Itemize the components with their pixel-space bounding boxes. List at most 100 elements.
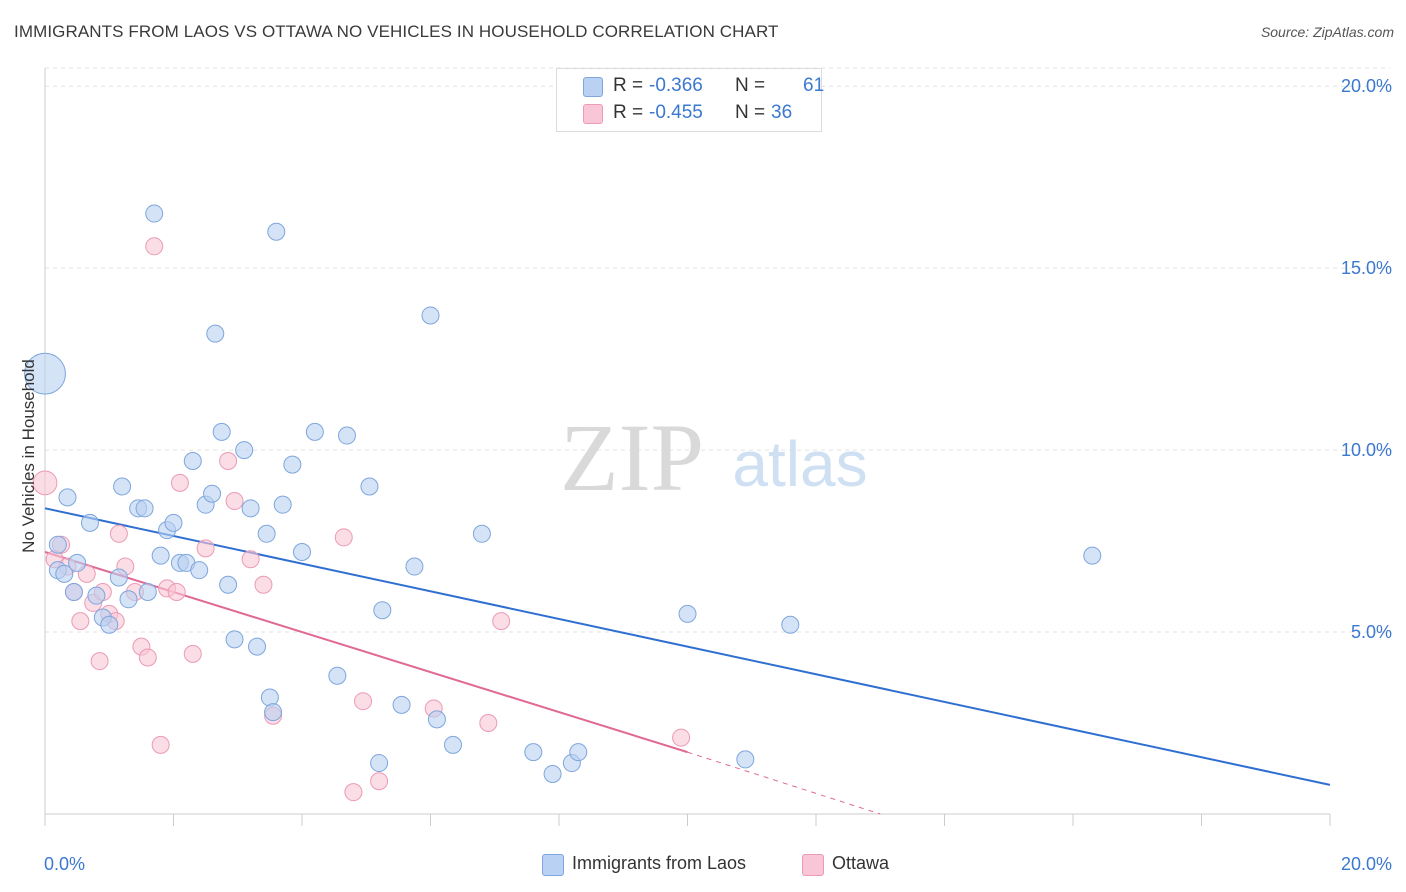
laos-point <box>373 601 392 620</box>
laos-point <box>24 352 66 395</box>
legend-n-label: N = <box>735 75 766 96</box>
ottawa-point <box>492 612 511 631</box>
ottawa-point <box>344 783 363 802</box>
laos-point <box>206 324 225 343</box>
legend-swatch-laos <box>583 77 603 97</box>
bottom-legend-swatch-ottawa <box>802 854 824 876</box>
laos-point <box>135 499 154 518</box>
laos-point <box>55 564 74 583</box>
watermark-zip: ZIP <box>560 404 704 511</box>
ottawa-point <box>225 492 244 511</box>
ottawa-point <box>254 575 273 594</box>
laos-point <box>678 604 697 623</box>
laos-point <box>1083 546 1102 565</box>
laos-point <box>736 750 755 769</box>
laos-point <box>360 477 379 496</box>
ottawa-point <box>241 550 260 569</box>
watermark: ZIP atlas <box>560 404 868 511</box>
ottawa-point <box>90 652 109 671</box>
laos-point <box>183 452 202 471</box>
laos-point <box>68 553 87 572</box>
ottawa-point <box>151 735 170 754</box>
laos-point <box>267 222 286 241</box>
ottawa-point <box>145 237 164 256</box>
ottawa-point <box>183 644 202 663</box>
legend-swatch-ottawa <box>583 104 603 124</box>
y-tick-label: 15.0% <box>1341 258 1392 278</box>
laos-point <box>100 615 119 634</box>
laos-point <box>781 615 800 634</box>
laos-point <box>145 204 164 223</box>
x-tick-label: 20.0% <box>1341 854 1392 874</box>
laos-point <box>138 583 157 602</box>
laos-point <box>48 535 67 554</box>
laos-point <box>248 637 267 656</box>
ottawa-point <box>167 583 186 602</box>
laos-point <box>151 546 170 565</box>
laos-point <box>293 542 311 561</box>
laos-point <box>241 499 260 518</box>
ottawa-trend-extension <box>687 751 881 815</box>
data-points <box>24 204 1102 802</box>
laos-point <box>119 590 138 609</box>
laos-trend-line <box>44 507 1331 786</box>
x-tick-label: 0.0% <box>44 854 85 874</box>
y-tick-label: 20.0% <box>1341 76 1392 96</box>
ottawa-point <box>170 473 189 492</box>
laos-point <box>212 422 231 441</box>
laos-point <box>87 586 106 605</box>
laos-point <box>203 484 222 503</box>
tick-labels: 5.0% 10.0% 15.0% 20.0% 0.0% 20.0% <box>44 76 1392 874</box>
axes <box>44 68 1331 826</box>
legend-r-value: -0.366 <box>649 75 703 96</box>
laos-point <box>225 630 244 649</box>
laos-point <box>305 422 324 441</box>
laos-point <box>524 743 543 762</box>
laos-point <box>64 583 83 602</box>
laos-point <box>235 441 254 460</box>
y-tick-label: 5.0% <box>1351 622 1392 642</box>
legend-r-label: R = <box>613 75 644 96</box>
ottawa-point <box>138 648 157 667</box>
ottawa-point <box>334 528 353 547</box>
bottom-legend-swatch-laos <box>542 854 564 876</box>
legend-n-value: 61 <box>803 75 825 96</box>
trend-lines <box>44 507 1331 815</box>
laos-point <box>260 688 279 707</box>
ottawa-point <box>32 470 58 496</box>
laos-point <box>257 524 276 543</box>
laos-point <box>443 735 462 754</box>
laos-point <box>190 561 209 580</box>
legend-r-label: R = <box>613 102 644 123</box>
bottom-legend-label-laos: Immigrants from Laos <box>572 853 747 873</box>
ottawa-point <box>219 452 238 471</box>
laos-point <box>113 477 132 496</box>
ottawa-point <box>71 612 90 631</box>
laos-point <box>80 513 99 532</box>
laos-point <box>569 743 588 762</box>
ottawa-point <box>354 692 373 711</box>
legend-r-value: -0.455 <box>649 102 703 123</box>
chart-title: IMMIGRANTS FROM LAOS VS OTTAWA NO VEHICL… <box>14 22 779 41</box>
laos-point <box>392 695 411 714</box>
legend-n-label: N = <box>735 102 766 123</box>
source-label: Source: ZipAtlas.com <box>1260 24 1394 40</box>
bottom-legend-label-ottawa: Ottawa <box>832 853 890 873</box>
laos-point <box>421 306 440 325</box>
laos-point <box>219 575 238 594</box>
ottawa-point <box>109 524 128 543</box>
laos-point <box>405 557 424 576</box>
laos-point <box>472 524 491 543</box>
ottawa-point <box>196 539 215 558</box>
laos-point <box>164 513 183 532</box>
ottawa-point <box>370 772 389 791</box>
laos-point <box>543 764 562 783</box>
laos-point <box>283 455 302 474</box>
laos-point <box>427 710 446 729</box>
laos-point <box>109 568 128 587</box>
laos-point <box>337 426 356 445</box>
laos-point <box>273 495 292 514</box>
grid-lines <box>45 67 1390 633</box>
ottawa-point <box>672 728 691 747</box>
